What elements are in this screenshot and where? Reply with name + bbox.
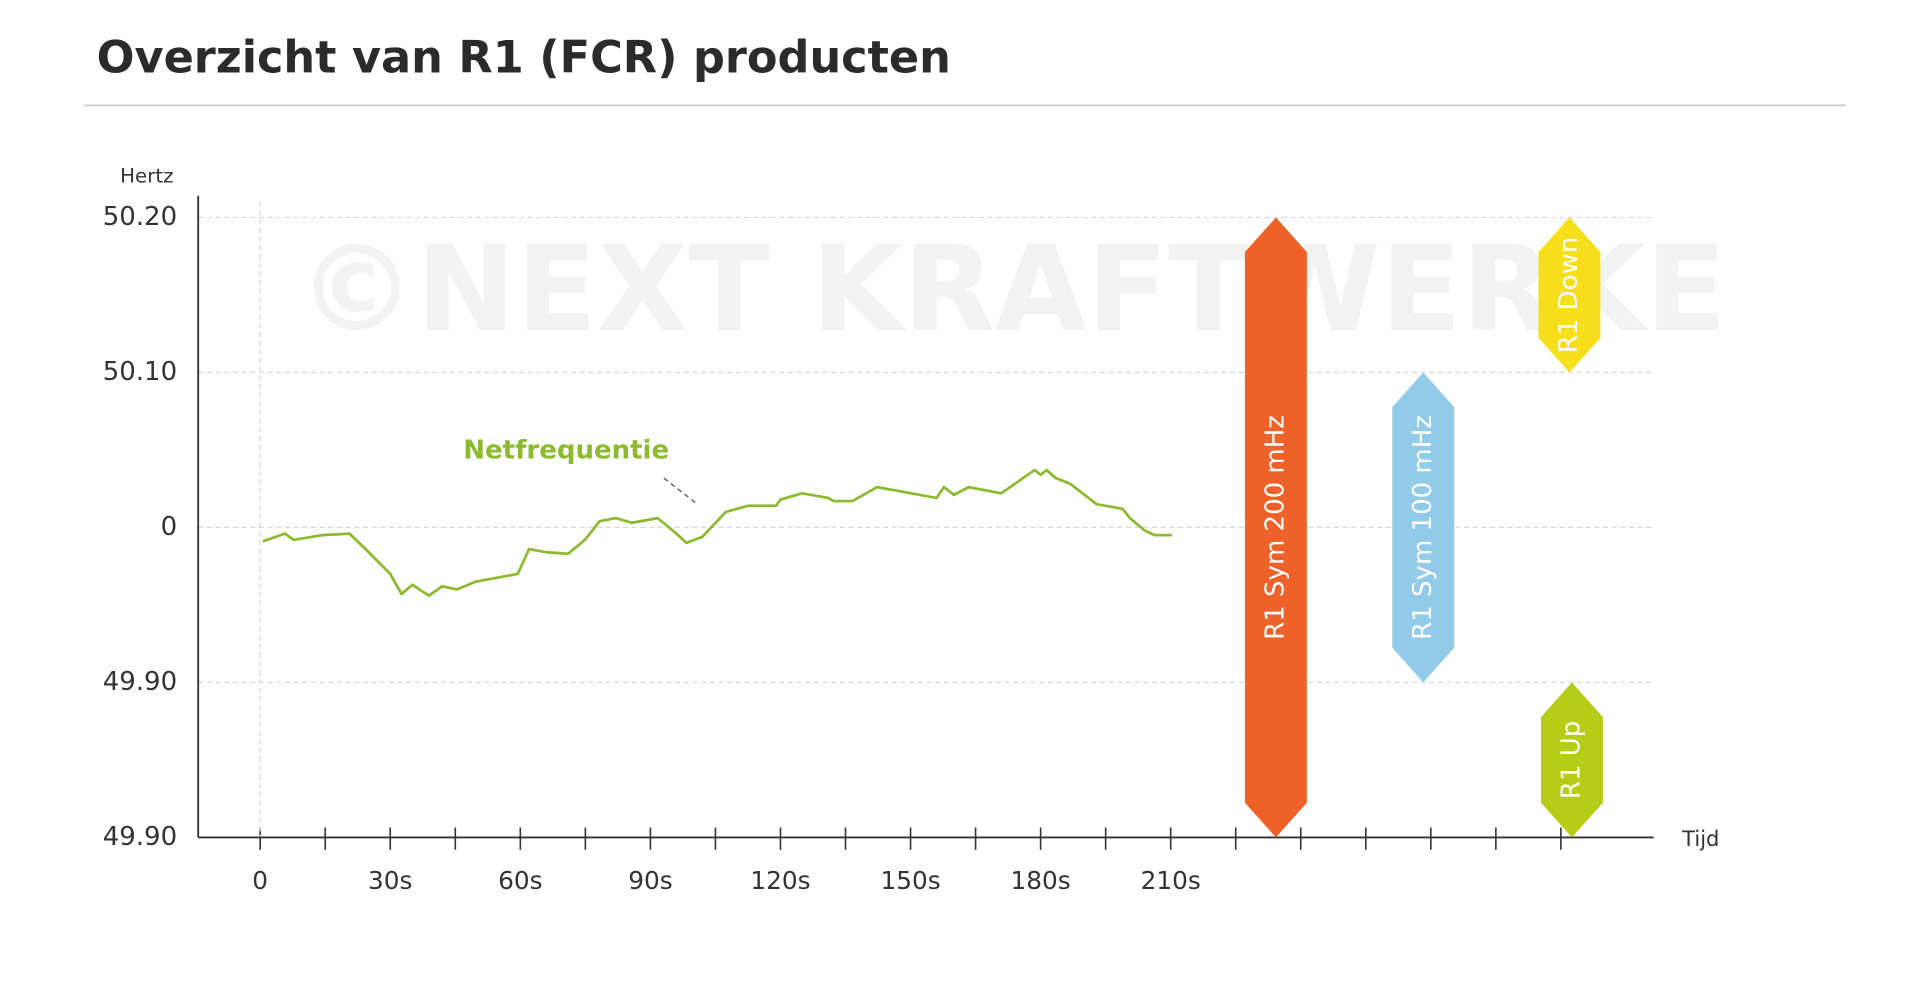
x-tick-label: 0: [252, 866, 268, 895]
annotation-pointer: [663, 477, 698, 505]
y-tick-label: 49.90: [103, 667, 177, 697]
x-tick-label: 180s: [1011, 866, 1071, 895]
x-tick-label: 120s: [750, 866, 810, 895]
y-axis-label: Hertz: [120, 165, 173, 188]
y-tick-label: 50.10: [103, 357, 177, 387]
product-label: R1 Up: [1556, 721, 1586, 799]
y-tick-label: 0: [161, 512, 178, 542]
product-label: R1 Sym 100 mHz: [1408, 415, 1438, 640]
product-range: [1392, 372, 1455, 683]
x-tick-label: 150s: [880, 866, 940, 895]
data-line: [262, 468, 1172, 597]
watermark: ©NEXT KRAFTWERKE: [297, 221, 1726, 359]
product-label: R1 Down: [1554, 237, 1584, 354]
x-tick-label: 60s: [498, 866, 542, 895]
x-tick-label: 210s: [1141, 866, 1201, 895]
x-tick-label: 30s: [368, 866, 412, 895]
chart-title: Overzicht van R1 (FCR) producten: [97, 32, 951, 84]
annotation: Netfrequentie: [463, 435, 669, 465]
x-tick-label: 90s: [628, 866, 672, 895]
product-label: R1 Sym 200 mHz: [1260, 415, 1290, 640]
y-tick-label: 49.90: [103, 822, 177, 852]
product-range: [1540, 682, 1603, 838]
product-range: [1244, 217, 1307, 838]
product-range: [1538, 217, 1601, 373]
x-axis-label: Tijd: [1681, 826, 1719, 851]
y-tick-label: 50.20: [103, 202, 177, 232]
